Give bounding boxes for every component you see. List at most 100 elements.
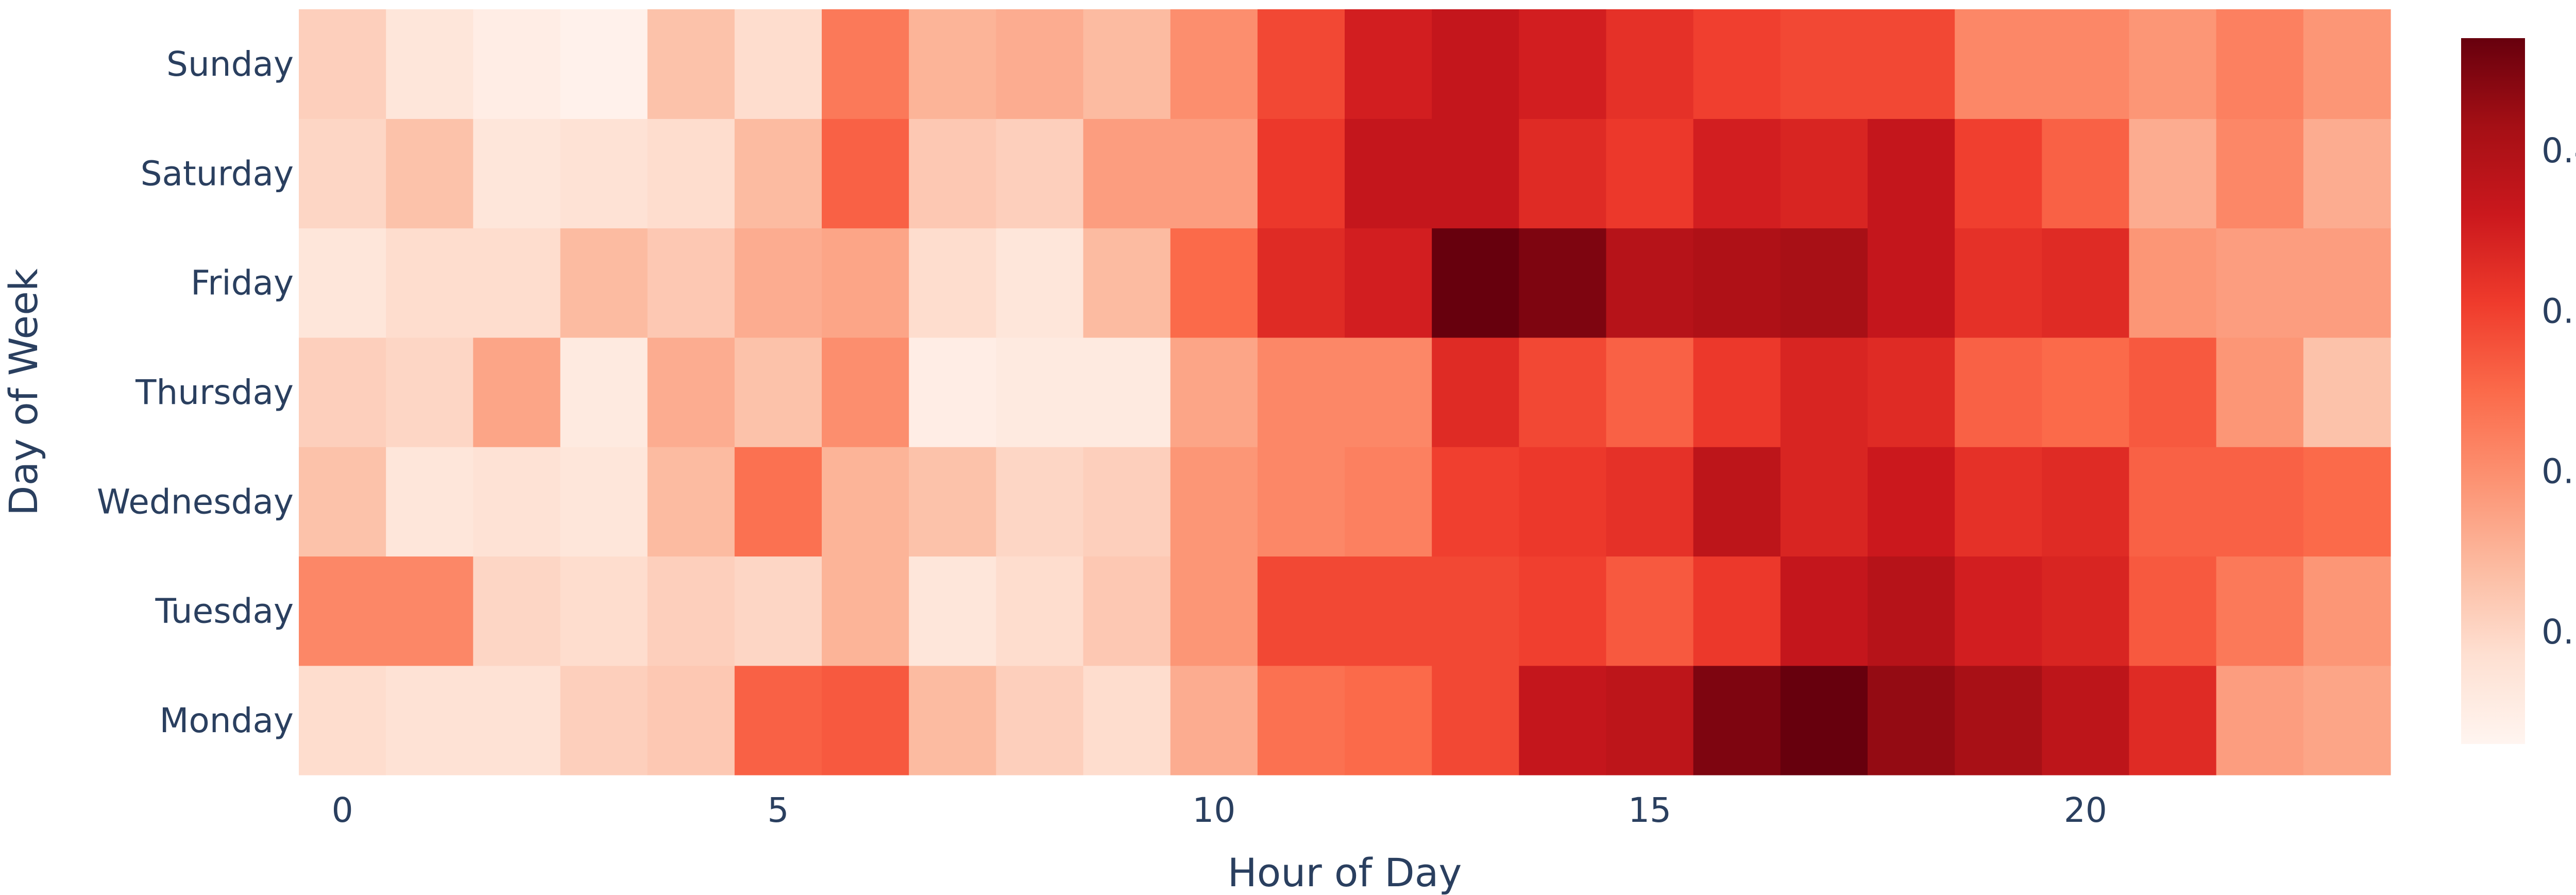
heatmap-cell-wednesday-10 [1170, 447, 1258, 557]
heatmap-cell-friday-1 [386, 228, 473, 338]
heatmap-cell-saturday-13 [1432, 119, 1519, 229]
heatmap-cell-monday-14 [1519, 665, 1607, 775]
x-tick-0: 0 [332, 790, 353, 830]
heatmap-cell-friday-23 [2303, 228, 2391, 338]
heatmap-cell-wednesday-13 [1432, 447, 1519, 557]
heatmap-cell-saturday-7 [909, 119, 996, 229]
heatmap-cell-tuesday-20 [2042, 556, 2130, 666]
y-tick-thursday: Thursday [135, 373, 294, 412]
heatmap-cell-friday-0 [299, 228, 386, 338]
heatmap-cell-saturday-21 [2129, 119, 2217, 229]
heatmap-cell-wednesday-11 [1257, 447, 1345, 557]
heatmap-cell-thursday-12 [1345, 337, 1432, 447]
heatmap-cell-friday-9 [1083, 228, 1171, 338]
heatmap-cell-friday-17 [1780, 228, 1868, 338]
heatmap-cell-wednesday-20 [2042, 447, 2130, 557]
heatmap-cell-thursday-14 [1519, 337, 1607, 447]
heatmap-cell-monday-21 [2129, 665, 2217, 775]
heatmap-cell-tuesday-21 [2129, 556, 2217, 666]
heatmap-cell-wednesday-17 [1780, 447, 1868, 557]
x-tick-10: 10 [1192, 790, 1235, 830]
heatmap-cell-wednesday-5 [734, 447, 822, 557]
heatmap-cell-wednesday-2 [473, 447, 561, 557]
heatmap-cell-thursday-8 [996, 337, 1084, 447]
heatmap-cell-monday-0 [299, 665, 386, 775]
heatmap-cell-sunday-9 [1083, 9, 1171, 119]
heatmap-cell-friday-2 [473, 228, 561, 338]
heatmap-cell-tuesday-3 [560, 556, 648, 666]
heatmap-cell-tuesday-10 [1170, 556, 1258, 666]
heatmap-cell-monday-9 [1083, 665, 1171, 775]
heatmap-cell-saturday-10 [1170, 119, 1258, 229]
heatmap-cell-friday-14 [1519, 228, 1607, 338]
heatmap-cell-tuesday-13 [1432, 556, 1519, 666]
colorbar-tick-0.4: 0.4 [2541, 131, 2576, 171]
heatmap-cell-thursday-0 [299, 337, 386, 447]
heatmap-cell-wednesday-19 [1955, 447, 2042, 557]
heatmap-cell-wednesday-22 [2216, 447, 2304, 557]
colorbar-tick-0.2: 0.2 [2541, 452, 2576, 492]
heatmap-cell-tuesday-16 [1693, 556, 1781, 666]
heatmap-cell-saturday-15 [1606, 119, 1694, 229]
heatmap-cell-thursday-10 [1170, 337, 1258, 447]
heatmap-cell-monday-3 [560, 665, 648, 775]
heatmap-cell-monday-23 [2303, 665, 2391, 775]
heatmap-cell-friday-10 [1170, 228, 1258, 338]
heatmap-cell-friday-12 [1345, 228, 1432, 338]
heatmap-cell-monday-10 [1170, 665, 1258, 775]
heatmap-cell-thursday-21 [2129, 337, 2217, 447]
heatmap-cell-sunday-20 [2042, 9, 2130, 119]
heatmap-cell-sunday-15 [1606, 9, 1694, 119]
heatmap-cell-friday-15 [1606, 228, 1694, 338]
y-tick-sunday: Sunday [166, 44, 294, 84]
heatmap-cell-monday-8 [996, 665, 1084, 775]
heatmap-cell-saturday-3 [560, 119, 648, 229]
heatmap-cell-wednesday-9 [1083, 447, 1171, 557]
heatmap-cell-monday-15 [1606, 665, 1694, 775]
y-axis-ticks: Monday Tuesday Wednesday Thursday Friday Satu… [97, 44, 294, 740]
heatmap-cell-wednesday-18 [1868, 447, 1955, 557]
heatmap-cell-thursday-2 [473, 337, 561, 447]
heatmap-cell-thursday-6 [822, 337, 909, 447]
heatmap-cell-tuesday-9 [1083, 556, 1171, 666]
heatmap-cell-thursday-22 [2216, 337, 2304, 447]
heatmap-cell-wednesday-14 [1519, 447, 1607, 557]
heatmap-cell-monday-18 [1868, 665, 1955, 775]
heatmap-cell-friday-5 [734, 228, 822, 338]
heatmap-cell-thursday-20 [2042, 337, 2130, 447]
heatmap-cell-sunday-8 [996, 9, 1084, 119]
y-tick-monday: Monday [159, 701, 294, 740]
heatmap-cell-sunday-17 [1780, 9, 1868, 119]
heatmap-cell-thursday-13 [1432, 337, 1519, 447]
heatmap-cell-tuesday-0 [299, 556, 386, 666]
heatmap-cell-tuesday-1 [386, 556, 473, 666]
heatmap-cell-wednesday-0 [299, 447, 386, 557]
heatmap-cell-thursday-5 [734, 337, 822, 447]
heatmap-cell-thursday-3 [560, 337, 648, 447]
heatmap-cell-sunday-2 [473, 9, 561, 119]
heatmap-cell-saturday-19 [1955, 119, 2042, 229]
heatmap-cell-tuesday-8 [996, 556, 1084, 666]
heatmap-cell-saturday-20 [2042, 119, 2130, 229]
heatmap-cell-saturday-18 [1868, 119, 1955, 229]
heatmap-cell-wednesday-7 [909, 447, 996, 557]
heatmap-cell-sunday-16 [1693, 9, 1781, 119]
heatmap-cell-friday-19 [1955, 228, 2042, 338]
heatmap-cell-thursday-4 [647, 337, 735, 447]
heatmap-cell-tuesday-15 [1606, 556, 1694, 666]
x-tick-15: 15 [1628, 790, 1671, 830]
heatmap-cell-sunday-11 [1257, 9, 1345, 119]
heatmap-cell-sunday-10 [1170, 9, 1258, 119]
y-tick-wednesday: Wednesday [97, 482, 294, 521]
heatmap-cell-saturday-8 [996, 119, 1084, 229]
heatmap-cell-monday-4 [647, 665, 735, 775]
heatmap-cell-friday-7 [909, 228, 996, 338]
heatmap-cell-monday-20 [2042, 665, 2130, 775]
heatmap-cell-sunday-5 [734, 9, 822, 119]
heatmap-cell-thursday-11 [1257, 337, 1345, 447]
heatmap-cell-saturday-9 [1083, 119, 1171, 229]
heatmap-cell-monday-11 [1257, 665, 1345, 775]
heatmap-cell-wednesday-15 [1606, 447, 1694, 557]
heatmap-cell-friday-4 [647, 228, 735, 338]
